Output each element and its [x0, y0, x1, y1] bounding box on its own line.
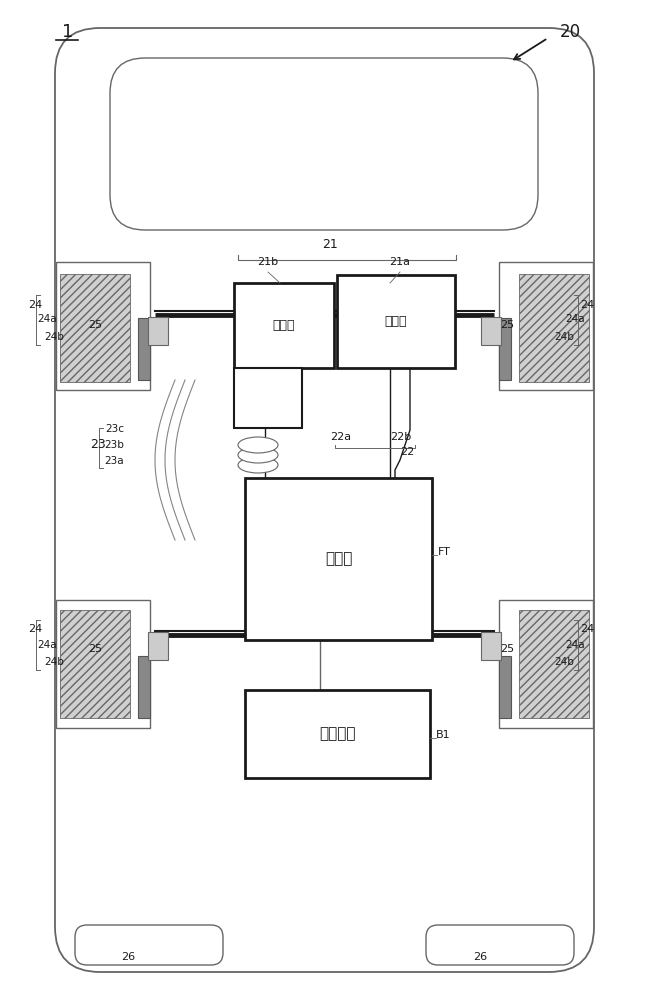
Bar — [499, 656, 511, 718]
Text: B1: B1 — [436, 730, 450, 740]
Text: 22: 22 — [400, 447, 414, 457]
Text: 26: 26 — [121, 952, 135, 962]
Text: 21b: 21b — [258, 257, 278, 267]
Bar — [499, 262, 593, 390]
Text: FT: FT — [438, 547, 451, 557]
Bar — [148, 632, 168, 660]
FancyBboxPatch shape — [55, 28, 594, 972]
Text: 24b: 24b — [554, 332, 574, 342]
Bar — [148, 317, 168, 345]
Text: 25: 25 — [88, 320, 102, 330]
Text: 21: 21 — [322, 238, 338, 251]
Ellipse shape — [238, 437, 278, 453]
Text: 24: 24 — [28, 300, 42, 310]
Text: 电动机: 电动机 — [273, 319, 295, 332]
FancyBboxPatch shape — [75, 925, 223, 965]
Text: 24a: 24a — [37, 314, 56, 324]
Text: 24: 24 — [580, 300, 594, 310]
Text: 20: 20 — [560, 23, 581, 41]
Bar — [499, 600, 593, 728]
Bar — [245, 690, 430, 778]
Bar — [519, 274, 589, 382]
FancyBboxPatch shape — [110, 58, 538, 230]
Bar — [519, 610, 589, 718]
Text: 23a: 23a — [104, 456, 123, 466]
Bar — [56, 262, 150, 390]
Text: 24a: 24a — [37, 640, 56, 650]
Bar — [138, 656, 150, 718]
Bar — [481, 632, 501, 660]
Bar — [56, 600, 150, 728]
Text: 24: 24 — [580, 624, 594, 634]
Text: 25: 25 — [500, 320, 514, 330]
Text: 内燃机: 内燃机 — [385, 315, 408, 328]
Bar — [337, 275, 455, 368]
Text: 燃料罐: 燃料罐 — [324, 552, 352, 566]
Bar — [234, 283, 334, 368]
Bar — [499, 318, 511, 380]
Text: 第一电池: 第一电池 — [319, 726, 356, 742]
Text: 25: 25 — [500, 644, 514, 654]
Text: 24a: 24a — [565, 640, 585, 650]
Bar — [60, 610, 130, 718]
Bar — [234, 368, 302, 428]
Text: 23: 23 — [90, 438, 106, 451]
Text: 21a: 21a — [389, 257, 411, 267]
Text: 23b: 23b — [104, 440, 124, 450]
Text: 24: 24 — [28, 624, 42, 634]
Bar — [481, 317, 501, 345]
Ellipse shape — [238, 447, 278, 463]
FancyBboxPatch shape — [426, 925, 574, 965]
Text: 26: 26 — [473, 952, 487, 962]
Text: 25: 25 — [88, 644, 102, 654]
Text: 24a: 24a — [565, 314, 585, 324]
Text: 23c: 23c — [105, 424, 124, 434]
Ellipse shape — [238, 457, 278, 473]
Bar — [245, 478, 432, 640]
Bar — [60, 274, 130, 382]
Text: 24b: 24b — [554, 657, 574, 667]
Text: 22b: 22b — [390, 432, 411, 442]
Text: 24b: 24b — [44, 332, 64, 342]
Text: 22a: 22a — [330, 432, 351, 442]
Bar — [138, 318, 150, 380]
Text: 1: 1 — [62, 23, 73, 41]
Text: 24b: 24b — [44, 657, 64, 667]
